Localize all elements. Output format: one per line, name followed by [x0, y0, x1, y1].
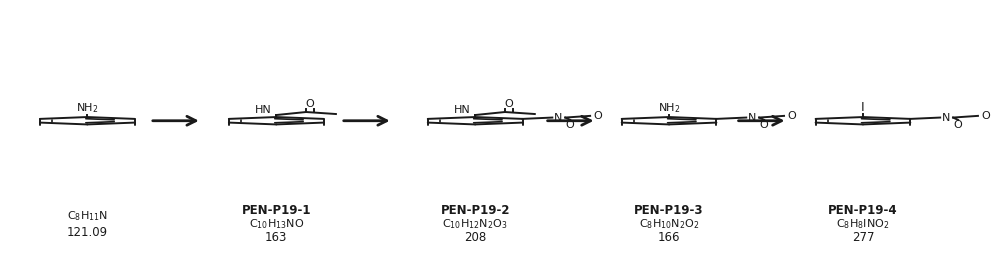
Text: 166: 166 [658, 231, 680, 244]
Text: O: O [760, 120, 769, 130]
Text: O: O [505, 99, 513, 109]
Text: HN: HN [453, 105, 470, 115]
Text: O: O [306, 99, 314, 109]
Text: C$_{10}$H$_{12}$N$_2$O$_3$: C$_{10}$H$_{12}$N$_2$O$_3$ [442, 217, 508, 231]
Text: PEN-P19-1: PEN-P19-1 [242, 204, 311, 217]
Text: 163: 163 [265, 231, 287, 244]
Text: PEN-P19-3: PEN-P19-3 [634, 204, 704, 217]
Text: C$_8$H$_{10}$N$_2$O$_2$: C$_8$H$_{10}$N$_2$O$_2$ [639, 217, 699, 231]
Text: I: I [861, 101, 865, 114]
Text: C$_8$H$_{11}$N: C$_8$H$_{11}$N [67, 209, 108, 223]
Text: 277: 277 [852, 231, 874, 244]
Text: C$_8$H$_8$INO$_2$: C$_8$H$_8$INO$_2$ [836, 217, 890, 231]
Text: N: N [748, 113, 757, 123]
Text: NH$_2$: NH$_2$ [76, 101, 99, 115]
Text: HN: HN [255, 105, 271, 115]
Text: 208: 208 [464, 231, 486, 244]
Text: PEN-P19-2: PEN-P19-2 [440, 204, 510, 217]
Text: O: O [954, 120, 962, 130]
Text: C$_{10}$H$_{13}$NO: C$_{10}$H$_{13}$NO [249, 217, 304, 231]
Text: O: O [566, 120, 575, 130]
Text: O: O [981, 111, 990, 121]
Text: N: N [554, 113, 563, 123]
Text: O: O [787, 111, 796, 121]
Text: O: O [593, 111, 602, 121]
Text: PEN-P19-4: PEN-P19-4 [828, 204, 898, 217]
Text: N: N [942, 113, 951, 123]
Text: 121.09: 121.09 [67, 226, 108, 239]
Text: NH$_2$: NH$_2$ [658, 101, 680, 115]
